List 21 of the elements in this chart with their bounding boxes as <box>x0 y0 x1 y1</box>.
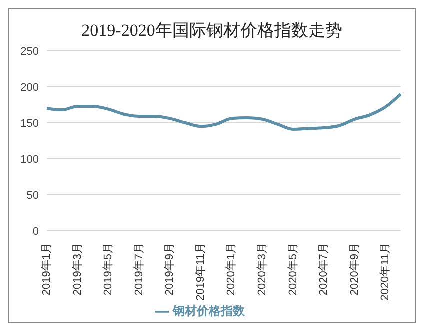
x-tick-label: 2020年9月 <box>348 243 361 296</box>
y-tick-label: 100 <box>20 154 39 166</box>
legend-label: 钢材价格指数 <box>173 304 245 318</box>
x-tick-label: 2020年11月 <box>380 243 392 301</box>
y-tick-label: 200 <box>20 82 39 94</box>
chart-title: 2019-2020年国际钢材价格指数走势 <box>80 20 344 42</box>
x-tick-label: 2019年3月 <box>72 243 84 296</box>
x-tick-label: 2020年5月 <box>287 243 300 296</box>
y-tick-label: 0 <box>32 226 39 238</box>
x-tick-label: 2020年3月 <box>256 243 268 296</box>
y-tick-label: 250 <box>20 46 39 58</box>
x-tick-label: 2019年5月 <box>102 243 115 296</box>
x-tick-label: 2019年9月 <box>164 243 176 296</box>
y-tick-label: 50 <box>26 190 39 202</box>
x-tick-label: 2019年7月 <box>133 243 146 296</box>
x-tick-label: 2020年7月 <box>318 243 330 296</box>
x-tick-label: 2019年1月 <box>41 243 53 296</box>
x-tick-label: 2019年11月 <box>194 243 207 301</box>
line-series <box>46 92 402 131</box>
x-tick-label: 2020年1月 <box>226 243 238 296</box>
y-tick-label: 150 <box>20 118 39 130</box>
